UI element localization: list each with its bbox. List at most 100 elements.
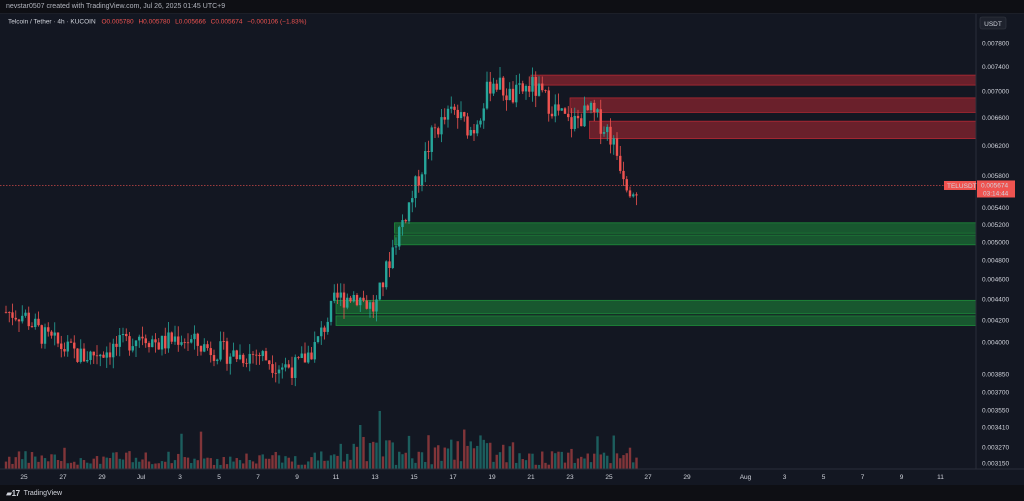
volume-bar — [297, 464, 300, 469]
footer: ▰17 TradingView — [0, 485, 1024, 501]
volume-bar — [69, 462, 73, 469]
volume-bar — [596, 436, 599, 469]
symbol-label: Telcoin / Tether · 4h · KUCOIN — [8, 19, 96, 26]
candle-body — [242, 354, 245, 364]
candle-body — [420, 174, 424, 186]
candle-body — [544, 90, 547, 92]
candle-body — [433, 127, 437, 129]
candlestick-chart[interactable]: Telcoin / Tether · 4h · KUCOIN O0.005780… — [0, 14, 1024, 485]
candle-body — [391, 247, 394, 269]
footer-brand: TradingView — [23, 489, 63, 497]
volume-bar — [541, 451, 544, 469]
volume-bar — [303, 464, 307, 469]
volume-bar — [147, 461, 151, 469]
volume-bar — [151, 464, 154, 469]
volume-bar — [521, 459, 524, 469]
volume-bar — [615, 453, 619, 469]
candle-body — [368, 302, 372, 309]
volume-bar — [524, 460, 528, 469]
candle-body — [60, 343, 63, 350]
price-tag-countdown: 03:14:44 — [983, 190, 1009, 197]
price-axis: 0.007800 0.007400 0.007000 0.006600 0.006200… — [982, 40, 1009, 467]
candle-body — [196, 333, 199, 346]
volume-bar — [635, 457, 638, 469]
candle-body — [24, 312, 27, 316]
volume-bar — [206, 457, 209, 469]
candle-body — [34, 318, 37, 328]
volume-bar — [238, 460, 242, 469]
candle-body — [567, 113, 570, 118]
candle-body — [193, 333, 196, 340]
volume-bar — [398, 451, 401, 469]
price-tick-label: 0.005800 — [982, 173, 1009, 180]
candle-body — [385, 261, 388, 288]
volume-bar — [60, 461, 63, 469]
volume-bar — [550, 451, 554, 469]
candle-body — [112, 343, 115, 358]
volume-bar — [95, 456, 99, 469]
volume-bar — [437, 445, 440, 469]
candle-body — [612, 138, 615, 145]
candle-body — [463, 112, 466, 117]
volume-bar — [378, 410, 381, 469]
volume-bar — [199, 431, 203, 469]
volume-bar — [602, 452, 606, 469]
volume-bar — [407, 435, 411, 469]
volume-bar — [180, 433, 183, 469]
volume-bar — [164, 461, 167, 469]
volume-bar — [277, 455, 281, 469]
volume-bar — [53, 454, 56, 469]
candle-body — [333, 292, 336, 301]
volume-bar — [105, 457, 108, 469]
volume-bar — [339, 443, 342, 469]
candle-body — [294, 357, 297, 378]
volume-bar — [14, 457, 17, 469]
candle-body — [557, 104, 560, 111]
volume-bar — [134, 457, 138, 469]
time-tick-label: 21 — [527, 474, 535, 481]
price-tick-label: 0.003700 — [982, 389, 1009, 396]
candle-body — [121, 333, 125, 336]
candle-body — [515, 84, 518, 103]
candle-body — [17, 319, 21, 322]
volume-bar — [609, 463, 612, 469]
volume-bar — [118, 458, 121, 469]
candle-body — [580, 118, 583, 127]
volume-bar — [323, 460, 326, 469]
volume-bar — [450, 439, 453, 469]
volume-bar — [37, 461, 40, 469]
author-header: nevstar0507 created with TradingView.com… — [0, 0, 1024, 14]
candle-body — [11, 312, 14, 318]
candle-body — [563, 108, 567, 114]
candle-body — [586, 105, 589, 111]
volume-bar — [576, 458, 580, 469]
candle-body — [209, 348, 212, 356]
candle-body — [186, 342, 190, 344]
candle-body — [125, 333, 128, 337]
volume-bar — [368, 443, 372, 469]
volume-bar — [258, 455, 261, 469]
candle-body — [160, 335, 164, 350]
volume-bar — [56, 459, 60, 469]
candle-body — [372, 302, 375, 312]
candle-body — [274, 372, 277, 374]
support-zone — [335, 315, 977, 326]
candle-body — [632, 194, 635, 197]
resistance-zone — [530, 74, 977, 86]
volume-bar — [502, 444, 505, 469]
volume-bar — [63, 447, 66, 469]
candle-body — [138, 336, 141, 341]
time-tick-label: 27 — [644, 474, 652, 481]
candle-body — [505, 95, 508, 101]
currency-button[interactable] — [979, 16, 1007, 30]
candle-body — [95, 355, 99, 357]
candle-body — [469, 130, 472, 136]
volume-bar — [125, 452, 128, 469]
volume-bar — [43, 458, 47, 469]
candle-body — [147, 343, 151, 348]
candle-body — [541, 83, 544, 91]
candle-body — [173, 336, 177, 342]
candle-body — [622, 170, 625, 180]
candle-body — [157, 342, 160, 350]
last-price-tag: TELUSDT 0.005674 03:14:44 — [944, 180, 1015, 198]
